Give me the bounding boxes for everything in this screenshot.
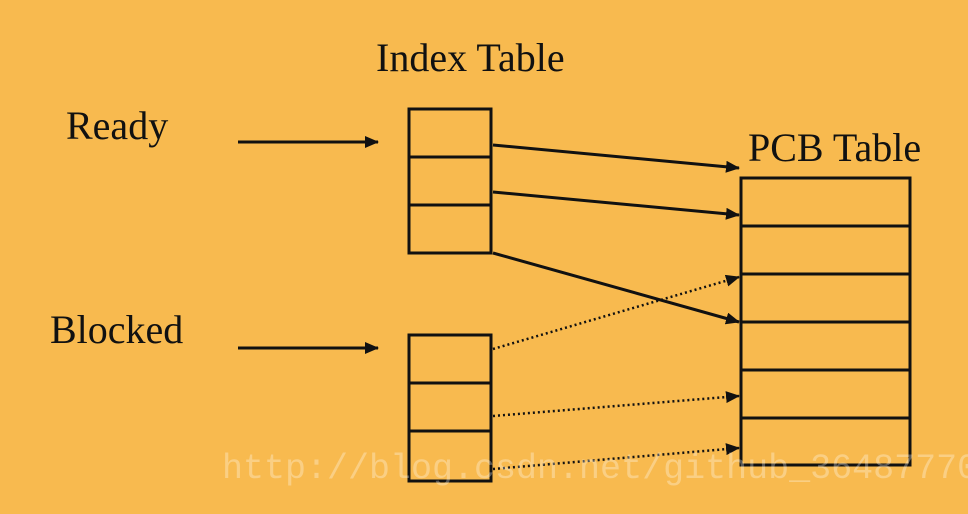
blocked-index-table-border [407, 333, 493, 483]
blocked-label: Blocked [50, 307, 184, 352]
ready-pointer-arrow [492, 143, 740, 173]
index-table-title: Index Table [376, 35, 565, 80]
ready-label: Ready [66, 103, 169, 148]
ready-pointer-arrow [492, 190, 740, 220]
pcb-table-title: PCB Table [748, 125, 922, 170]
blocked-index-table [407, 333, 493, 483]
blocked-pointer-arrow [492, 391, 740, 418]
ready-index-table-border [407, 107, 493, 255]
ready-pointer-arrow [492, 251, 740, 325]
watermark-text: http://blog.csdn.net/github_36487770 [222, 449, 968, 489]
ready-index-table [407, 107, 493, 255]
pcb-table [739, 176, 912, 467]
blocked-pointer-arrow [492, 443, 740, 471]
